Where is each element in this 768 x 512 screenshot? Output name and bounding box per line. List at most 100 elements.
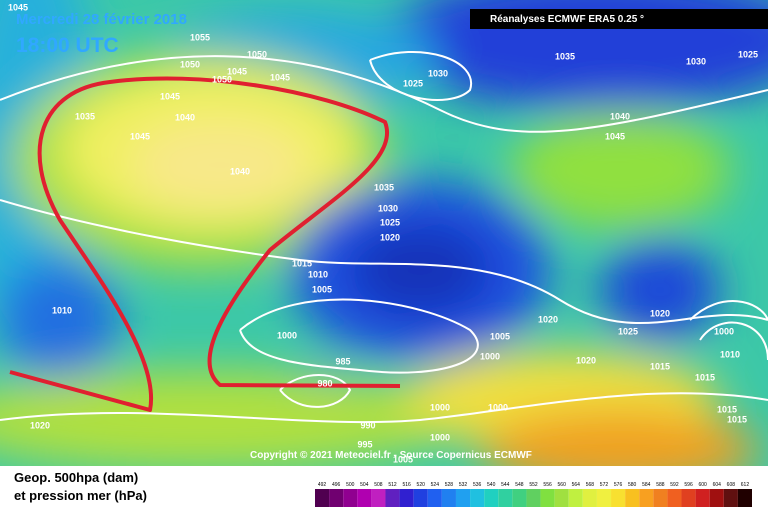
scale-label: 584 — [642, 482, 651, 488]
isobar-label: 1045 — [227, 66, 247, 76]
scale-swatch — [526, 489, 541, 507]
isobar-label: 1020 — [538, 314, 558, 324]
isobar-label: 1000 — [430, 402, 450, 412]
scale-label: 536 — [473, 482, 482, 488]
legend-line2: et pression mer (hPa) — [14, 488, 147, 503]
scale-label: 592 — [670, 482, 679, 488]
isobar-label: 1020 — [380, 232, 400, 242]
scale-swatch — [498, 489, 513, 507]
isobar-label: 1005 — [490, 331, 510, 341]
isobar-label: 1005 — [312, 284, 332, 294]
scale-swatch — [611, 489, 626, 507]
isobar-label: 1030 — [378, 203, 398, 213]
isobar-label: 1020 — [30, 420, 50, 430]
isobar-label: 1040 — [610, 111, 630, 121]
scale-label: 552 — [529, 482, 538, 488]
scale-label: 608 — [727, 482, 736, 488]
isobar-label: 1015 — [292, 258, 312, 268]
isobar-label: 1030 — [686, 56, 706, 66]
isobar-label: 1010 — [52, 305, 72, 315]
scale-label: 500 — [346, 482, 355, 488]
scale-swatch — [343, 489, 358, 507]
isobar-label: 1050 — [247, 49, 267, 59]
scale-swatch — [329, 489, 344, 507]
isobar-label: 1025 — [380, 217, 400, 227]
copyright: Copyright © 2021 Meteociel.fr - Source C… — [250, 450, 532, 461]
isobar-label: 1045 — [130, 131, 150, 141]
source-box — [470, 9, 768, 29]
scale-label: 612 — [741, 482, 750, 488]
scale-label: 576 — [614, 482, 623, 488]
isobar-label: 1045 — [160, 91, 180, 101]
scale-swatch — [695, 489, 710, 507]
isobar-label: 1010 — [308, 269, 328, 279]
isobar-label: 1055 — [190, 32, 210, 42]
scale-label: 516 — [402, 482, 411, 488]
scale-label: 492 — [318, 482, 327, 488]
isobar-label: 1025 — [738, 49, 758, 59]
isobar-label: 1005 — [393, 454, 413, 464]
isobar-label: 1045 — [8, 2, 28, 12]
isobar-label: 1025 — [403, 78, 423, 88]
isobar-label: 980 — [317, 378, 332, 388]
scale-swatch — [512, 489, 527, 507]
scale-label: 600 — [698, 482, 707, 488]
scale-swatch — [413, 489, 428, 507]
scale-swatch — [427, 489, 442, 507]
scale-label: 564 — [572, 482, 581, 488]
scale-swatch — [455, 489, 471, 507]
scale-swatch — [723, 489, 738, 507]
isobar-label: 1025 — [618, 326, 638, 336]
scale-label: 580 — [628, 482, 637, 488]
isobar-label: 1045 — [270, 72, 290, 82]
isobar-label: 1015 — [717, 404, 737, 414]
isobar-label: 1000 — [480, 351, 500, 361]
scale-swatch — [709, 489, 724, 507]
isobar-label: 1035 — [374, 182, 394, 192]
scale-swatch — [653, 489, 668, 507]
date: Mercredi 28 février 2018 — [16, 11, 187, 28]
scale-label: 512 — [388, 482, 397, 488]
isobar-label: 1020 — [650, 308, 670, 318]
scale-label: 544 — [501, 482, 510, 488]
scale-swatch — [470, 489, 485, 507]
scale-label: 504 — [360, 482, 369, 488]
scale-label: 560 — [558, 482, 567, 488]
isobar-label: 1050 — [212, 74, 232, 84]
isobar-label: 1020 — [0, 464, 20, 474]
scale-swatch — [399, 489, 414, 507]
scale-label: 596 — [684, 482, 693, 488]
scale-swatch — [540, 489, 555, 507]
scale-swatch — [371, 489, 386, 507]
isobar-label: 1015 — [650, 361, 670, 371]
scale-swatch — [357, 489, 372, 507]
scale-swatch — [667, 489, 682, 507]
scale-swatch — [737, 489, 752, 507]
scale-label: 556 — [543, 482, 552, 488]
isobar-label: 1000 — [714, 326, 734, 336]
scale-label: 568 — [586, 482, 595, 488]
scale-swatch — [681, 489, 696, 507]
isobar-label: 995 — [357, 439, 372, 449]
scale-swatch — [639, 489, 654, 507]
scale-swatch — [315, 489, 330, 507]
isobar-label: 990 — [360, 420, 375, 430]
scale-label: 548 — [515, 482, 524, 488]
scale-swatch — [568, 489, 583, 507]
isobar-label: 1040 — [230, 166, 250, 176]
isobar-label: 1015 — [695, 372, 715, 382]
source: Réanalyses ECMWF ERA5 0.25 ° — [490, 14, 644, 25]
isobar-label: 1000 — [277, 330, 297, 340]
scale-swatch — [484, 489, 499, 507]
scale-label: 520 — [417, 482, 426, 488]
time: 18:00 UTC — [16, 34, 119, 57]
scale-swatch — [441, 489, 456, 507]
scale-label: 572 — [600, 482, 609, 488]
isobar-label: 1000 — [488, 402, 508, 412]
isobar-label: 1045 — [605, 131, 625, 141]
isobar-label: 1020 — [576, 355, 596, 365]
isobar-label: 1010 — [720, 349, 740, 359]
scale-label: 496 — [332, 482, 341, 488]
